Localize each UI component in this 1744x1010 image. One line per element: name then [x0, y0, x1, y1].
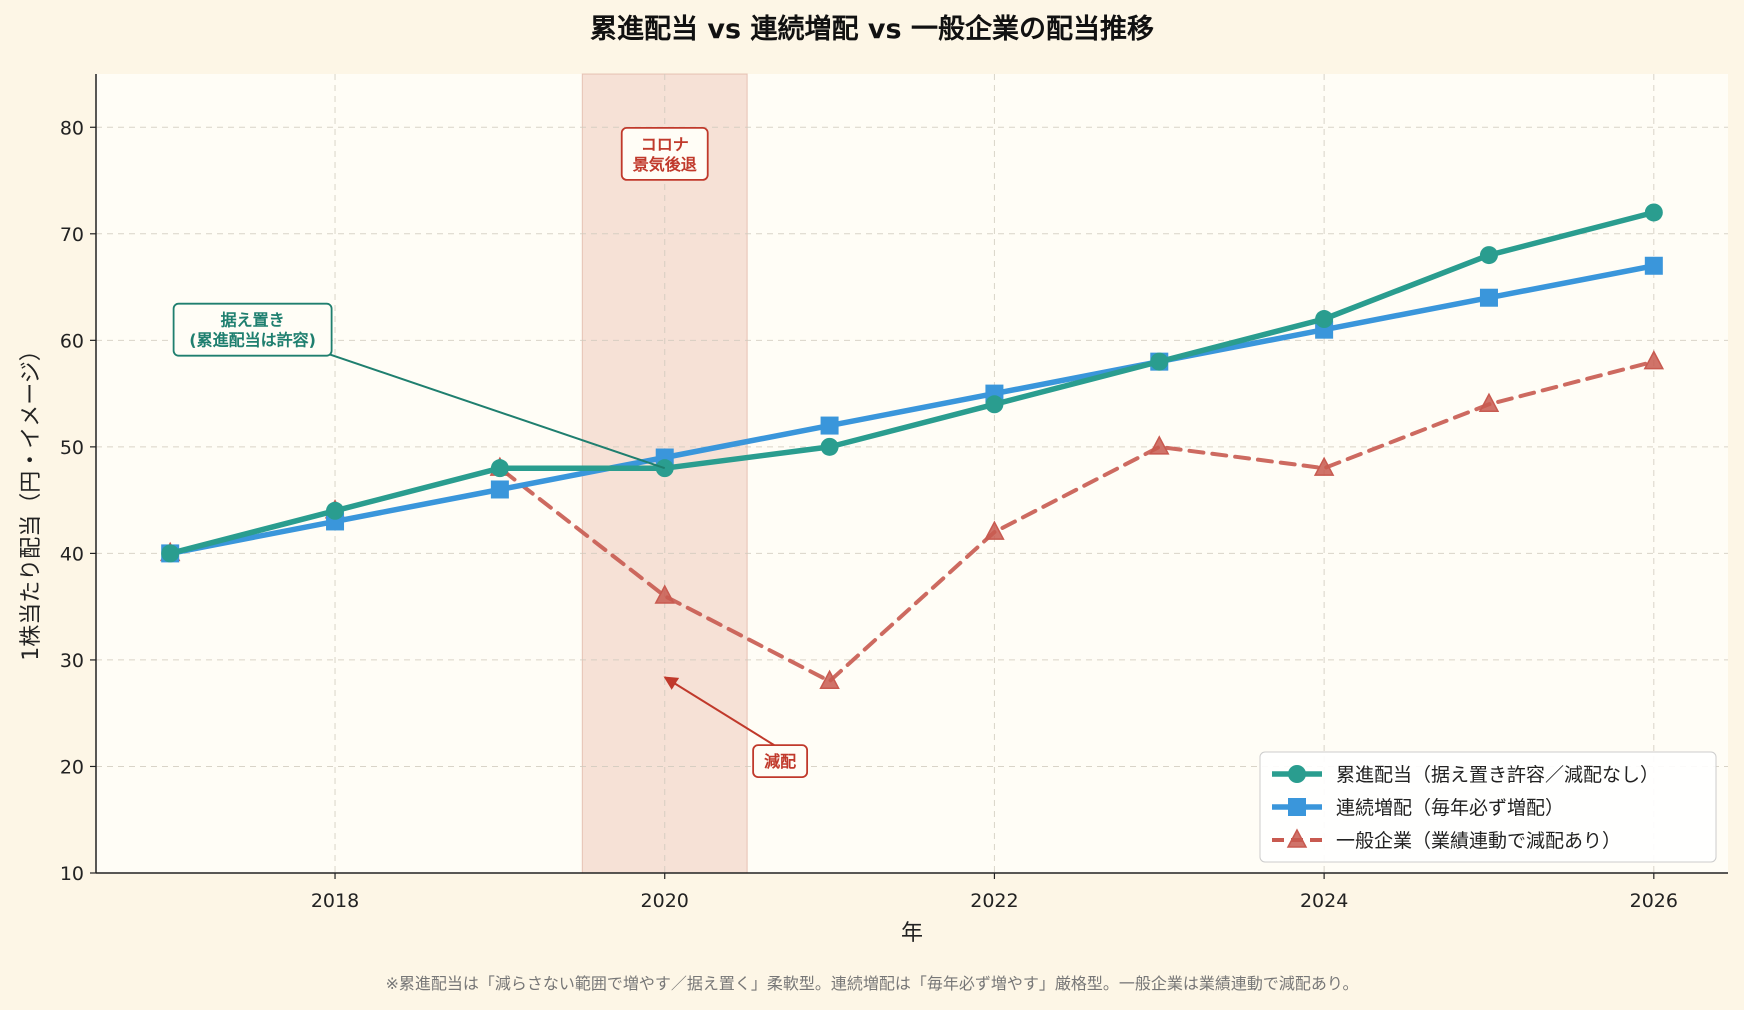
annotation-text: 減配 [764, 752, 796, 771]
data-point [1479, 246, 1498, 265]
legend-swatch-marker [1286, 828, 1308, 848]
legend-swatch-marker [1288, 798, 1306, 816]
data-point [1315, 310, 1334, 329]
legend-label: 一般企業（業績連動で減配あり） [1336, 830, 1621, 852]
x-tick-label: 2018 [311, 890, 359, 912]
data-point [490, 459, 509, 478]
annotation-text: 据え置き [221, 311, 285, 330]
legend-box [1259, 751, 1717, 863]
annotation-text: コロナ [641, 135, 689, 154]
data-point [984, 520, 1005, 540]
y-tick-label: 60 [60, 330, 84, 352]
annotation-box [620, 127, 709, 181]
legend-item-1: 累進配当（据え置き許容／減配なし） [1272, 764, 1659, 786]
footnote: ※累進配当は「減らさない範囲で増やす／据え置く」柔軟型。連続増配は「毎年必ず増や… [385, 974, 1358, 993]
y-tick-label: 80 [60, 117, 84, 139]
y-axis-label: 1株当たり配当（円・イメージ） [19, 339, 44, 661]
data-point [490, 480, 509, 499]
data-point [1149, 435, 1170, 455]
data-point [1478, 392, 1500, 413]
x-tick-label: 2020 [641, 890, 689, 912]
y-tick-label: 50 [60, 437, 84, 459]
legend-item-3: 一般企業（業績連動で減配あり） [1272, 828, 1621, 852]
series-line-2 [167, 263, 1657, 557]
annotation-box [172, 302, 333, 357]
data-point [819, 669, 840, 689]
data-point [820, 437, 839, 456]
x-tick-label: 2022 [970, 890, 1018, 912]
legend-item-2: 連続増配（毎年必ず増配） [1272, 797, 1564, 819]
data-point [985, 395, 1004, 414]
annotation-cut: 減配 [663, 676, 809, 779]
legend-label: 累進配当（据え置き許容／減配なし） [1336, 764, 1659, 786]
plot-area [96, 74, 1728, 873]
y-tick-label: 20 [60, 756, 84, 778]
y-tick-label: 70 [60, 224, 84, 246]
series-1 [161, 203, 1663, 563]
annotation-arrow [663, 676, 775, 746]
data-point [654, 584, 675, 604]
y-tick-label: 10 [60, 863, 84, 885]
data-point [161, 544, 180, 563]
series-line-1 [167, 209, 1657, 557]
annotation-text: (累進配当は許容) [189, 331, 316, 350]
chart-title: 累進配当 vs 連続増配 vs 一般企業の配当推移 [590, 13, 1154, 45]
y-tick-label: 30 [60, 650, 84, 672]
annotation-box [752, 744, 809, 779]
data-point [1643, 350, 1665, 370]
annotation-hold: 据え置き(累進配当は許容) [172, 302, 666, 470]
x-tick-label: 2024 [1300, 890, 1348, 912]
data-point [1479, 288, 1498, 307]
x-axis-label: 年 [901, 921, 923, 946]
x-tick-label: 2026 [1630, 890, 1678, 912]
data-point [1644, 203, 1663, 222]
data-point [820, 416, 839, 435]
legend-swatch-marker [1288, 765, 1306, 783]
data-point [326, 501, 345, 520]
legend-label: 連続増配（毎年必ず増配） [1336, 797, 1564, 819]
data-point [1644, 256, 1663, 275]
y-tick-label: 40 [60, 543, 84, 565]
annotation-arrow [321, 350, 666, 470]
annotation-text: 景気後退 [633, 155, 697, 174]
data-point [1313, 456, 1335, 476]
data-point [1150, 352, 1169, 371]
